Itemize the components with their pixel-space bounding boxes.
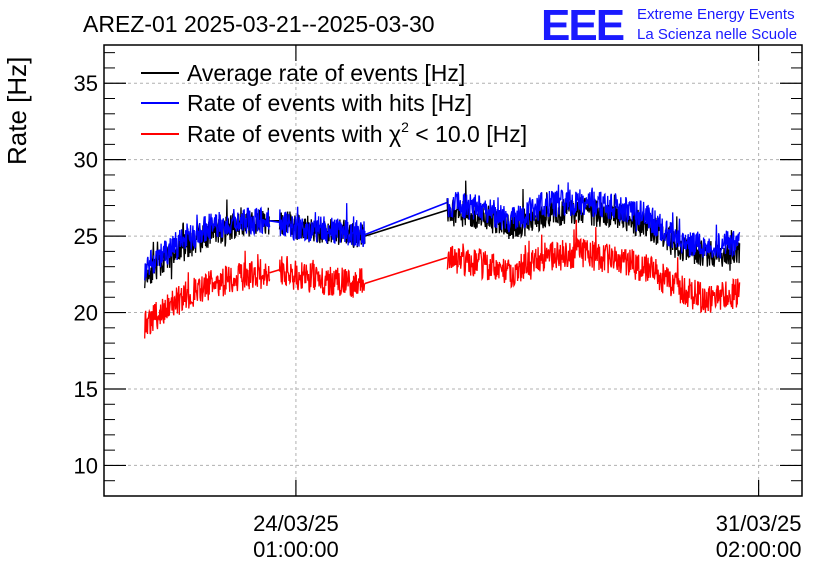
chart-title: AREZ-01 2025-03-21--2025-03-30	[83, 11, 435, 37]
x-tick-label-date: 31/03/25	[716, 511, 802, 536]
legend-label-hits: Rate of events with hits [Hz]	[187, 90, 472, 116]
y-tick-label: 30	[74, 148, 98, 173]
series-gap-line-chi2	[269, 268, 280, 274]
series-trace-chi2	[278, 255, 366, 298]
y-tick-label: 15	[74, 377, 98, 402]
legend-label-average: Average rate of events [Hz]	[187, 60, 465, 86]
legend: Average rate of events [Hz] Rate of even…	[141, 60, 527, 147]
x-tick-label-time: 01:00:00	[253, 537, 339, 562]
series-trace-hits	[278, 203, 366, 247]
legend-chi2-prefix: Rate of events with	[187, 121, 389, 147]
org-name-line1: Extreme Energy Events	[637, 6, 795, 23]
y-tick-label: 25	[74, 224, 98, 249]
legend-chi2-suffix: < 10.0 [Hz]	[409, 121, 527, 147]
x-tick-label-time: 02:00:00	[716, 537, 802, 562]
axis-ticks	[104, 45, 802, 497]
y-tick-label: 20	[74, 301, 98, 326]
legend-label-chi2: Rate of events with χ2 < 10.0 [Hz]	[187, 119, 527, 147]
org-name-line2: La Scienza nelle Scuole	[637, 26, 797, 43]
series-trace-chi2	[446, 219, 741, 314]
series-gap-line-hits	[364, 201, 448, 236]
x-tick-label-date: 24/03/25	[253, 511, 339, 536]
series-trace-hits	[144, 206, 271, 281]
eee-logo: EEE	[541, 1, 624, 50]
legend-chi2-symbol: χ	[389, 121, 401, 147]
series-layer	[144, 180, 741, 339]
series-gap-line-chi2	[364, 256, 448, 285]
series-trace-chi2	[144, 250, 271, 339]
y-tick-label: 35	[74, 71, 98, 96]
y-tick-label: 10	[74, 453, 98, 478]
series-gap-line-hits	[269, 220, 280, 224]
series-trace-hits	[446, 182, 741, 259]
series-gap-line-average	[364, 209, 448, 237]
legend-chi2-sup: 2	[401, 119, 409, 135]
plot-frame	[103, 44, 803, 497]
y-axis-title: Rate [Hz]	[2, 57, 32, 165]
